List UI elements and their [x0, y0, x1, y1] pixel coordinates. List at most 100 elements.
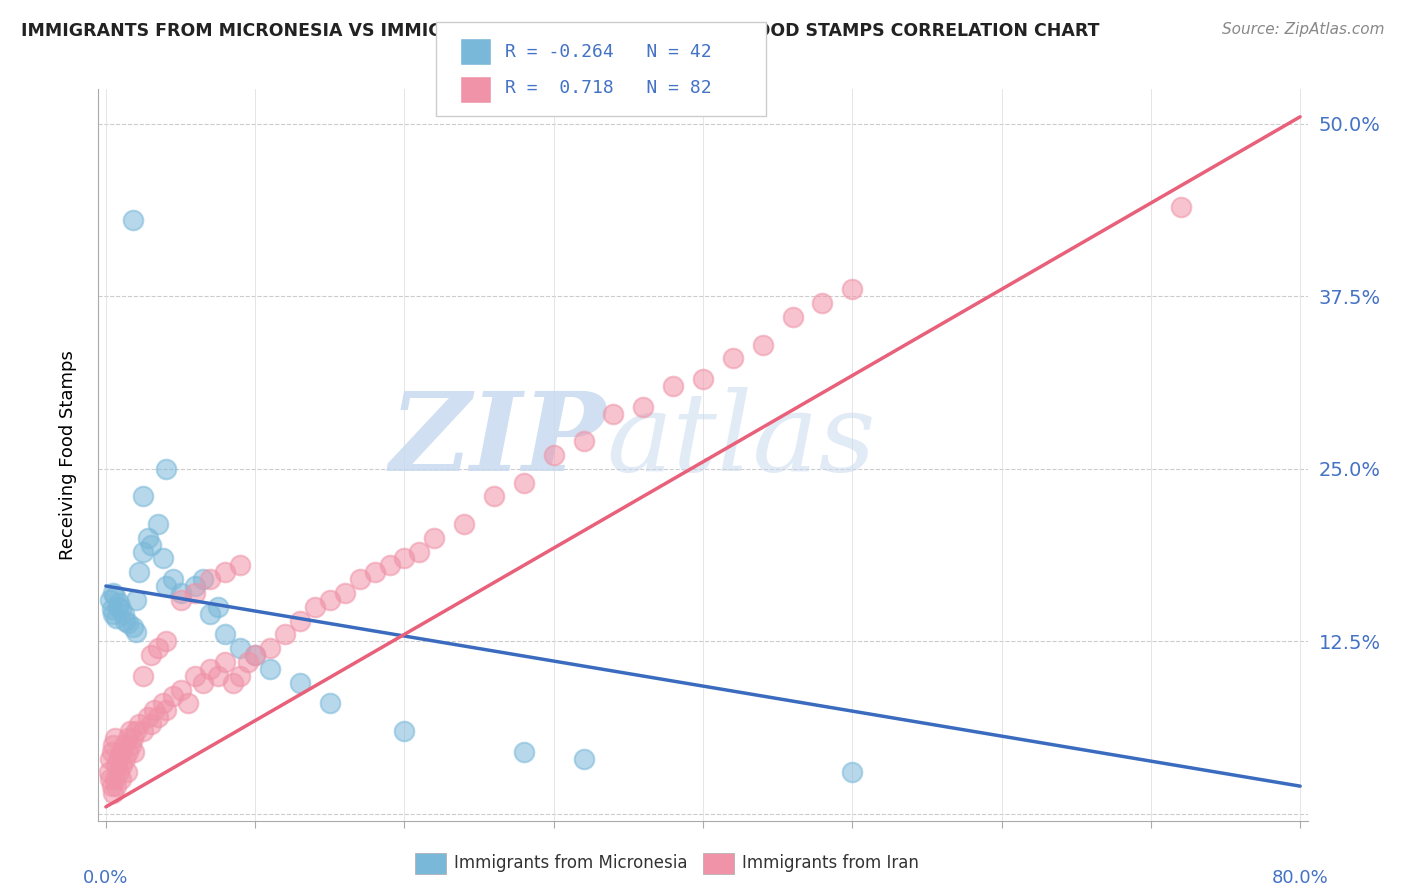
Text: Source: ZipAtlas.com: Source: ZipAtlas.com [1222, 22, 1385, 37]
Point [121, 620, 143, 634]
Point [115, 765, 138, 780]
Point [200, 572, 222, 586]
Text: R = -0.264   N = 42: R = -0.264 N = 42 [505, 43, 711, 62]
Point [423, 531, 446, 545]
Point [146, 516, 169, 531]
Point [229, 558, 252, 573]
Point [101, 745, 124, 759]
Point [207, 599, 229, 614]
Point [155, 634, 177, 648]
Point [482, 489, 505, 503]
Point [841, 765, 863, 780]
Point [128, 566, 150, 580]
Point [162, 572, 184, 586]
Point [184, 586, 207, 600]
Point [184, 579, 207, 593]
Text: ZIP: ZIP [389, 386, 606, 494]
Point [304, 599, 326, 614]
Point [274, 627, 297, 641]
Point [333, 586, 356, 600]
Point [259, 662, 281, 676]
Point [104, 589, 127, 603]
Point [103, 586, 125, 600]
Point [162, 690, 184, 704]
Point [721, 351, 744, 366]
Point [110, 602, 132, 616]
Point [132, 669, 155, 683]
Point [229, 669, 252, 683]
Point [114, 614, 136, 628]
Point [811, 296, 834, 310]
Point [191, 572, 214, 586]
Point [132, 723, 155, 738]
Point [111, 758, 134, 772]
Text: atlas: atlas [606, 386, 876, 494]
Text: Immigrants from Iran: Immigrants from Iran [742, 855, 920, 872]
Text: R =  0.718   N = 82: R = 0.718 N = 82 [505, 78, 711, 96]
Point [288, 675, 311, 690]
Point [101, 779, 124, 793]
Point [572, 751, 595, 765]
Point [378, 558, 401, 573]
Point [243, 648, 266, 662]
Point [394, 551, 416, 566]
Point [108, 765, 131, 780]
Point [243, 648, 266, 662]
Point [543, 448, 565, 462]
Point [152, 696, 174, 710]
Point [103, 738, 125, 752]
Point [121, 213, 143, 227]
Point [132, 489, 155, 503]
Point [107, 599, 129, 614]
Point [107, 751, 129, 765]
Point [155, 579, 177, 593]
Point [110, 772, 132, 787]
Point [117, 731, 139, 745]
Point [200, 662, 222, 676]
Point [139, 717, 162, 731]
Point [155, 461, 177, 475]
Point [214, 566, 236, 580]
Point [114, 751, 136, 765]
Point [152, 551, 174, 566]
Point [453, 516, 475, 531]
Point [136, 531, 159, 545]
Point [1170, 200, 1192, 214]
Y-axis label: Receiving Food Stamps: Receiving Food Stamps [59, 350, 77, 560]
Point [108, 596, 131, 610]
Point [259, 641, 281, 656]
Point [105, 611, 128, 625]
Point [236, 655, 259, 669]
Point [572, 434, 595, 449]
Point [692, 372, 714, 386]
Point [120, 738, 142, 752]
Point [394, 723, 416, 738]
Point [98, 772, 121, 787]
Point [142, 703, 165, 717]
Point [128, 717, 150, 731]
Point [363, 566, 385, 580]
Point [229, 641, 252, 656]
Point [118, 723, 141, 738]
Point [98, 592, 121, 607]
Point [105, 779, 128, 793]
Point [125, 592, 148, 607]
Point [101, 602, 124, 616]
Point [97, 765, 120, 780]
Point [177, 696, 200, 710]
Point [122, 745, 145, 759]
Point [155, 703, 177, 717]
Point [146, 641, 169, 656]
Text: 0.0%: 0.0% [83, 869, 128, 887]
Point [132, 544, 155, 558]
Point [125, 624, 148, 639]
Point [169, 586, 191, 600]
Point [513, 475, 536, 490]
Point [136, 710, 159, 724]
Point [633, 400, 655, 414]
Point [319, 592, 342, 607]
Point [105, 758, 128, 772]
Text: Immigrants from Micronesia: Immigrants from Micronesia [454, 855, 688, 872]
Point [112, 738, 135, 752]
Point [662, 379, 685, 393]
